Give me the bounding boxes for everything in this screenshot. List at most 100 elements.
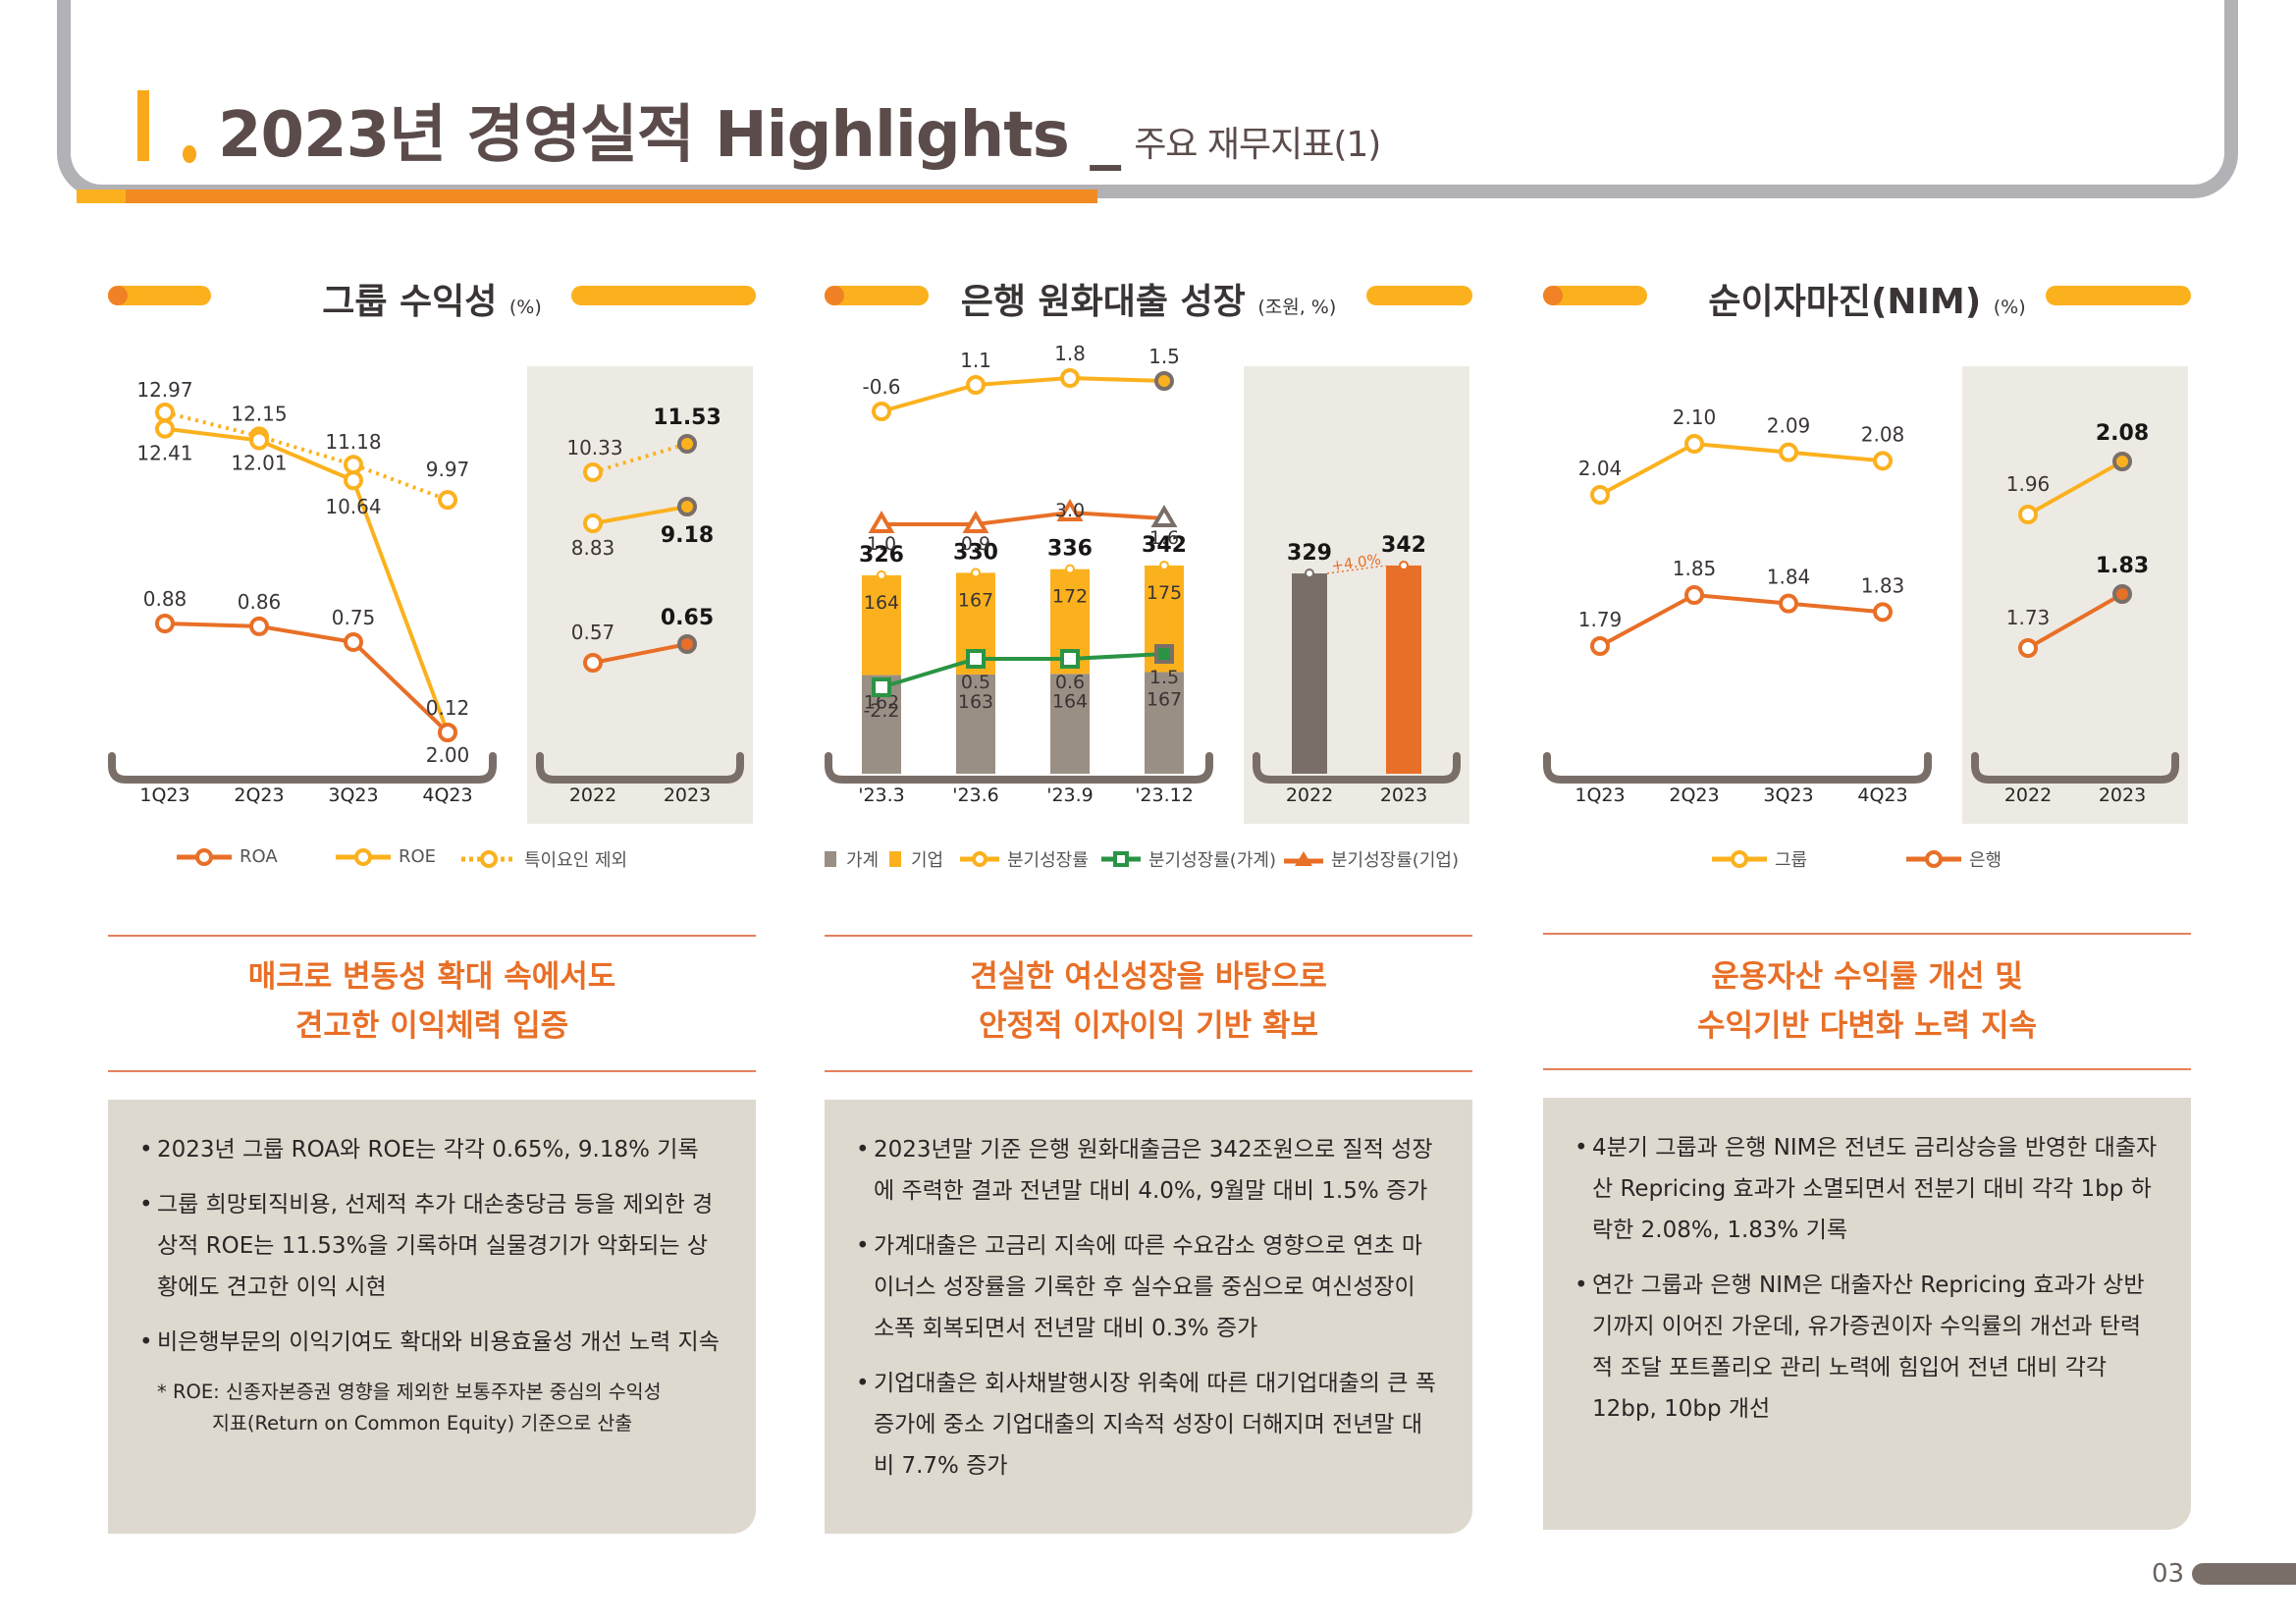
point-growth xyxy=(872,402,891,421)
point-growth xyxy=(966,375,986,395)
label-roe: 12.01 xyxy=(231,452,287,475)
bar-corporate xyxy=(862,574,901,676)
quarter-bracket xyxy=(825,752,1213,784)
label-roa: 0.88 xyxy=(143,587,187,611)
annual-bracket xyxy=(536,752,744,784)
label-growth-household: -2.2 xyxy=(863,700,899,722)
summary-bullet: 기업대출은 회사채발행시장 위축에 따른 대기업대출의 큰 폭 증가에 중소 기… xyxy=(856,1363,1443,1487)
point-roe xyxy=(344,470,363,491)
line-circle-yellow-icon xyxy=(1712,850,1767,868)
point-growth-corporate xyxy=(1056,499,1084,521)
summary-bullet: 비은행부문의 이익기여도 확대와 비용효율성 개선 노력 지속 xyxy=(139,1322,726,1363)
summary-bullet: 연간 그룹과 은행 NIM은 대출자산 Repricing 효과가 상반기까지 … xyxy=(1575,1265,2162,1430)
x-tick-label: '23.9 xyxy=(1046,785,1094,806)
title-bar-icon xyxy=(137,90,149,161)
legend-item-household: 가계 xyxy=(825,846,879,872)
label-roa: 0.75 xyxy=(332,606,376,629)
legend-label: ROE xyxy=(399,846,437,867)
annual-point-roe xyxy=(677,497,697,516)
annual-label-roa: 0.57 xyxy=(571,621,615,644)
annual-bar-top-marker xyxy=(1305,568,1314,579)
point-roa xyxy=(249,616,269,636)
label-roe: 12.41 xyxy=(136,442,192,465)
footnote: * ROE: 신종자본증권 영향을 제외한 보통주자본 중심의 수익성 지표(Re… xyxy=(157,1380,662,1435)
line-circle-yellow-icon xyxy=(336,847,391,866)
annual-point-bank xyxy=(2018,638,2038,658)
section-headline: 운용자산 수익률 개선 및 수익기반 다변화 노력 지속 xyxy=(1696,959,2038,1044)
bar-total-label: 330 xyxy=(953,540,998,565)
line-triangle-orange-icon xyxy=(1284,851,1323,866)
quarter-bracket xyxy=(1543,752,1932,784)
headline-rule-bottom xyxy=(825,1070,1472,1072)
x-tick-label: 3Q23 xyxy=(1763,785,1813,806)
point-roa xyxy=(344,631,363,652)
label-growth-household: 1.5 xyxy=(1149,667,1179,688)
point-bank xyxy=(1779,593,1798,614)
point-bank xyxy=(1873,602,1893,623)
annual-bracket xyxy=(1971,752,2179,784)
point-excl xyxy=(438,490,457,511)
section-title: 순이자마진(NIM) (%) xyxy=(1708,282,2026,322)
title-dot-icon xyxy=(183,145,196,163)
label-growth: -0.6 xyxy=(862,375,900,399)
annual-panel-bg xyxy=(1244,366,1469,824)
household-value-label: 162 xyxy=(864,692,899,714)
annual-label-excl: 10.33 xyxy=(566,436,622,460)
point-growth-household xyxy=(966,649,986,669)
point-roa xyxy=(155,614,175,633)
label-growth: 1.8 xyxy=(1054,342,1086,365)
legend-item-growth-corporate: 분기성장률(기업) xyxy=(1284,846,1459,872)
annual-label-bank: 1.73 xyxy=(2006,606,2051,629)
x-tick-label: 2022 xyxy=(1286,785,1333,806)
label-excl: 9.97 xyxy=(426,458,470,481)
legend-item-group: 그룹 xyxy=(1712,846,1807,872)
line-circle-yellow-icon xyxy=(960,851,999,867)
annual-label-group: 2.08 xyxy=(2096,421,2149,446)
corporate-value-label: 164 xyxy=(864,592,899,614)
section-header: 은행 원화대출 성장 (조원, %) xyxy=(825,273,1472,322)
annual-bar-label: 329 xyxy=(1287,541,1332,566)
household-value-label: 167 xyxy=(1147,688,1182,710)
point-excl xyxy=(155,403,175,422)
x-tick-label: 1Q23 xyxy=(1575,785,1625,806)
header-decor-bar-left xyxy=(825,286,929,305)
x-tick-label: 2023 xyxy=(1380,785,1427,806)
x-tick-label: 2022 xyxy=(2004,785,2052,806)
header-accent-bar-start xyxy=(77,189,126,203)
annual-label-roe: 8.83 xyxy=(571,536,615,560)
label-bank: 1.85 xyxy=(1673,557,1717,580)
point-group xyxy=(1873,451,1893,471)
x-tick-label: '23.6 xyxy=(952,785,999,806)
headline-rule-bottom xyxy=(108,1070,756,1072)
legend-label: 기업 xyxy=(911,850,944,871)
legend-label: 분기성장률(기업) xyxy=(1331,850,1459,871)
legend-label: 분기성장률(가계) xyxy=(1148,850,1276,871)
label-roe: 10.64 xyxy=(325,495,381,518)
label-growth: 1.1 xyxy=(960,349,991,372)
x-tick-label: 2023 xyxy=(664,785,711,806)
series-line-growth-corporate xyxy=(881,510,1165,526)
chart-legend: 그룹 은행 xyxy=(1543,846,2191,876)
point-growth-household xyxy=(1154,644,1174,664)
label-roa: 0.12 xyxy=(426,696,470,720)
label-growth-household: 0.5 xyxy=(961,672,990,693)
household-value-label: 164 xyxy=(1052,690,1088,712)
point-bank xyxy=(1684,585,1704,605)
label-roa: 0.86 xyxy=(238,590,282,614)
x-tick-label: 2023 xyxy=(2099,785,2146,806)
label-group: 2.10 xyxy=(1673,406,1717,429)
bar-total-label: 336 xyxy=(1047,537,1093,562)
bar-total-label: 342 xyxy=(1142,533,1187,558)
annual-point-group xyxy=(2112,452,2132,471)
point-growth-corporate xyxy=(1150,505,1178,527)
header-decor-bar-right xyxy=(1366,286,1472,305)
point-growth-household xyxy=(872,677,891,697)
page-title-main: 2023년 경영실적 Highlights _ xyxy=(218,99,1121,172)
label-group: 2.04 xyxy=(1578,457,1623,480)
series-line-growth xyxy=(881,375,1165,413)
series-line-roe xyxy=(164,426,450,733)
x-tick-label: 2Q23 xyxy=(1669,785,1719,806)
annual-point-excl xyxy=(677,434,697,454)
annual-point-excl xyxy=(583,462,603,482)
series-line-excl xyxy=(164,410,449,503)
